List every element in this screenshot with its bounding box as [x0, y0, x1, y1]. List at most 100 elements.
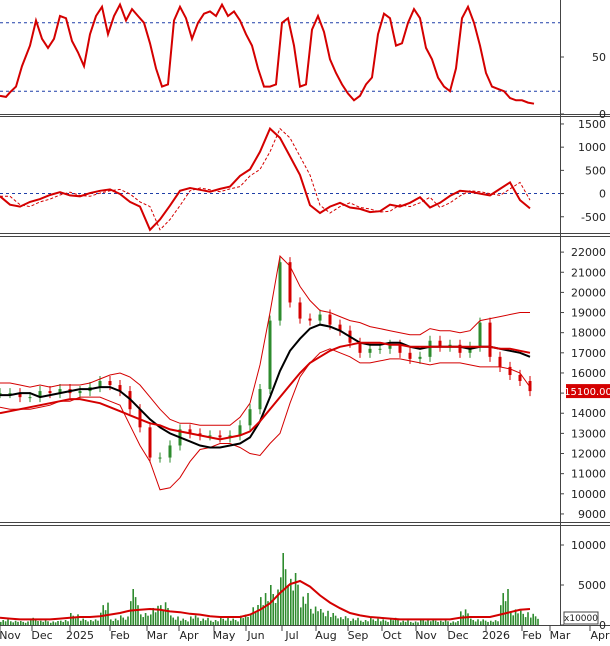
volume-bar — [34, 619, 37, 625]
price-candle-body — [498, 356, 502, 367]
volume-bar — [354, 620, 357, 625]
volume-unit-label: x10000 — [564, 614, 598, 624]
volume-bar — [492, 621, 494, 625]
x-tick-label: Feb — [110, 629, 129, 642]
volume-bar — [47, 621, 49, 625]
volume-bar — [160, 605, 162, 625]
volume-bar — [124, 619, 127, 625]
volume-bar — [100, 612, 102, 625]
x-tick-label: Jun — [246, 629, 264, 642]
price-candle-body — [158, 457, 162, 459]
volume-bar — [267, 601, 269, 625]
price-candle-body — [58, 389, 62, 394]
volume-bar — [352, 618, 354, 625]
volume-bar — [404, 621, 407, 625]
volume-bar — [157, 605, 159, 625]
price-candle-body — [98, 381, 102, 388]
price-candle-body — [208, 435, 212, 437]
price-candle-body — [528, 381, 532, 392]
price-candle-body — [28, 397, 32, 399]
volume-bar — [280, 577, 282, 625]
price-candle-body — [38, 391, 42, 398]
volume-bar — [377, 618, 379, 625]
volume-bar — [202, 618, 204, 625]
volume-bar — [220, 617, 222, 625]
panel-frames — [0, 0, 610, 626]
price-candle-body — [398, 344, 402, 353]
price-candle-body — [508, 366, 512, 375]
volume-bar — [317, 611, 319, 625]
volume-bar — [190, 616, 192, 625]
price-candle-body — [218, 435, 222, 438]
volume-bar — [10, 621, 12, 625]
volume-bar — [414, 621, 417, 625]
x-tick-label: Mar — [550, 629, 571, 642]
volume-bar — [122, 617, 124, 625]
macd-line — [0, 126, 531, 232]
volume-bar — [150, 614, 152, 625]
price-candle-body — [258, 389, 262, 410]
volume-bar — [12, 622, 14, 625]
stoch-tick-label: 0 — [599, 108, 606, 121]
price-tick-label: 19000 — [571, 307, 606, 320]
volume-bar — [182, 618, 184, 625]
price-candle-body — [18, 393, 22, 398]
volume-bar — [524, 617, 527, 625]
volume-bar — [114, 618, 117, 625]
volume-bar — [70, 613, 72, 625]
macd-tick-label: 0 — [599, 188, 606, 201]
volume-bar — [0, 621, 2, 625]
volume-bar — [167, 608, 169, 625]
volume-bar — [210, 620, 212, 625]
volume-bar — [292, 590, 294, 625]
volume-bar — [364, 620, 367, 625]
volume-bar — [222, 618, 224, 625]
price-candle-body — [8, 393, 12, 395]
x-tick-label: Dec — [447, 629, 468, 642]
volume-bar — [4, 621, 7, 625]
volume-bar — [494, 620, 497, 625]
volume-bar — [74, 618, 77, 625]
macd-panel: 1500 1000 500 0 -500 — [0, 118, 606, 232]
volume-bar — [214, 620, 217, 625]
volume-bar — [514, 609, 517, 625]
volume-bar — [290, 578, 292, 625]
volume-bar — [417, 622, 419, 625]
volume-bar — [440, 620, 442, 625]
volume-bar — [334, 615, 337, 625]
volume-bar — [397, 619, 399, 625]
volume-bar — [187, 621, 189, 625]
x-tick-label: May — [213, 629, 236, 642]
volume-bar — [72, 615, 74, 625]
volume-bar — [242, 618, 244, 625]
price-tick-label: 14000 — [571, 407, 606, 420]
volume-bar — [132, 589, 134, 625]
volume-bar — [54, 622, 57, 625]
volume-bar — [357, 617, 359, 625]
volume-bar — [472, 620, 474, 625]
volume-bar — [50, 622, 52, 625]
ma-red-line — [0, 341, 531, 441]
price-candle-body — [308, 318, 312, 321]
volume-bar — [452, 621, 454, 625]
x-tick-label: Apr — [590, 629, 610, 642]
last-price-badge — [566, 384, 610, 399]
volume-ma-line — [0, 579, 531, 621]
volume-bar — [360, 620, 362, 625]
price-tick-label: 17000 — [571, 347, 606, 360]
price-panel: 2200021000200001900018000170001600015000… — [0, 246, 610, 521]
volume-bar — [342, 619, 344, 625]
stoch-tick-label: 50 — [592, 51, 606, 64]
volume-bar — [294, 573, 297, 625]
volume-bar — [42, 621, 44, 625]
price-tick-label: 10000 — [571, 488, 606, 501]
volume-bar — [37, 621, 39, 625]
volume-bar — [94, 619, 97, 625]
volume-bar — [82, 618, 84, 625]
macd-tick-label: -500 — [581, 211, 606, 224]
volume-bar — [237, 621, 239, 625]
volume-bar — [350, 621, 352, 625]
